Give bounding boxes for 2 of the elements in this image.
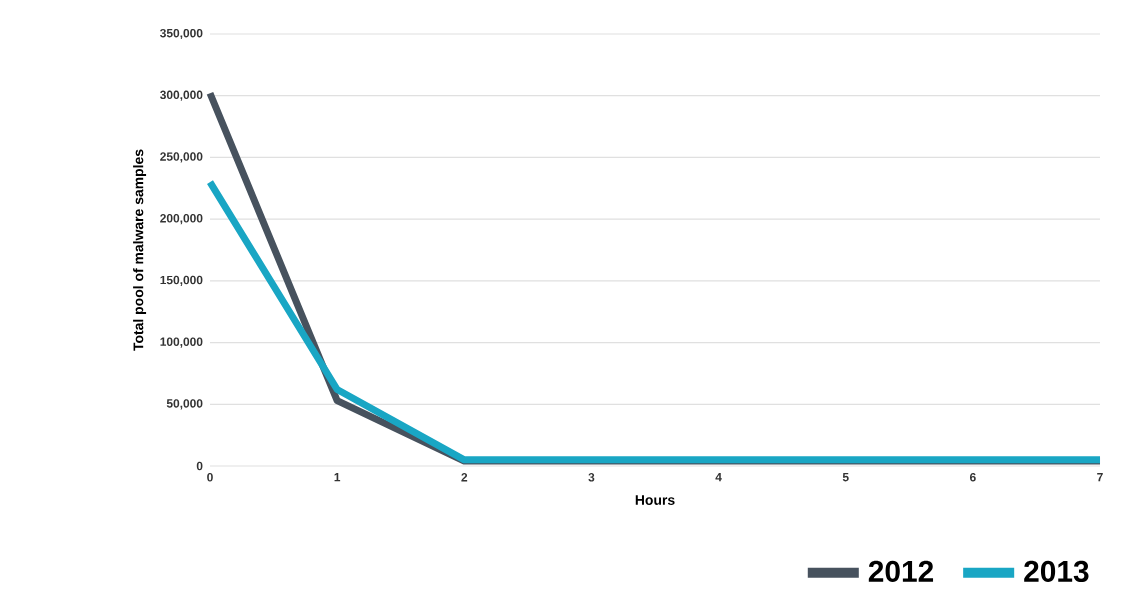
legend-label: 2013: [1024, 560, 1089, 582]
legend-label: 2012: [868, 560, 934, 582]
